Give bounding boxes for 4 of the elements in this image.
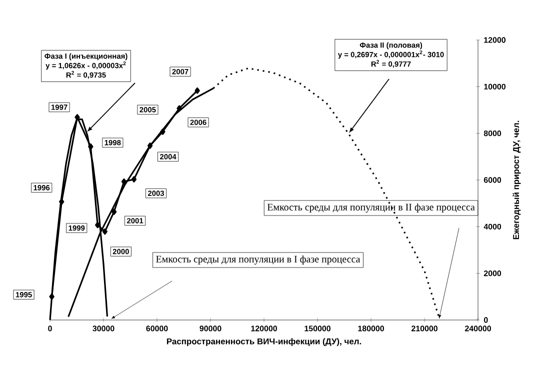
annotation: Емкость среды для популяции в I фазе процесса: [156, 255, 360, 265]
x-axis-title: Распространенность ВИЧ-инфекции (ДУ), чел.: [166, 338, 362, 346]
annotation: Емкость среды для популяции в II фазе процесса: [267, 203, 475, 213]
y-axis-title: Ежегодный прирост ДУ, чел.: [512, 120, 521, 240]
